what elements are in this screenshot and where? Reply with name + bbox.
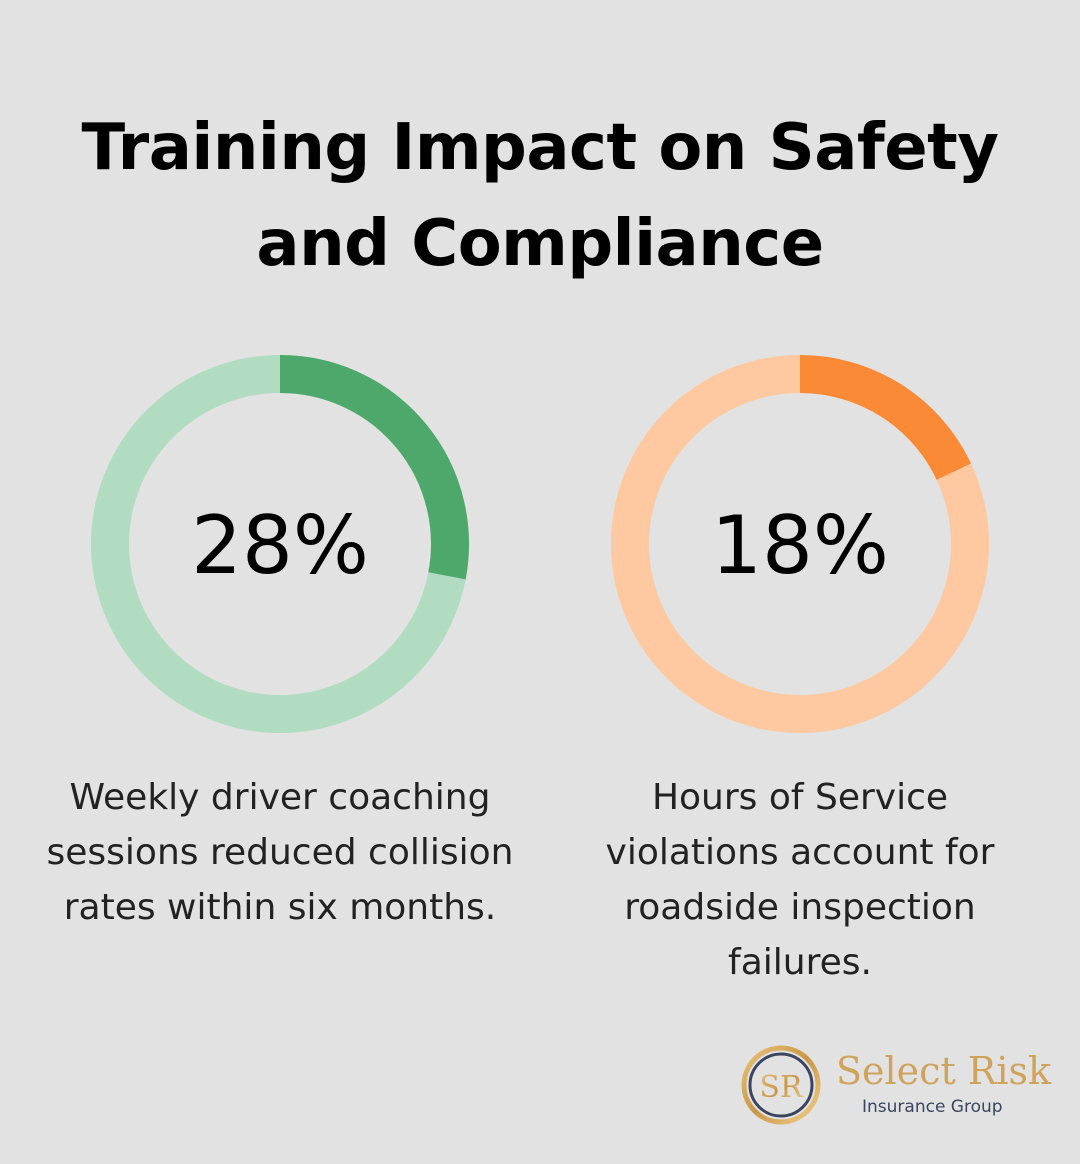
donut-segment-hos-violations <box>799 355 972 481</box>
donut-charts: 28% 18% <box>91 355 989 733</box>
sr-monogram-icon: SR <box>741 1045 821 1125</box>
donut-value-label-hos-violations: 18% <box>711 499 889 592</box>
donut-segment-collision-rates <box>279 355 469 580</box>
infographic-title: Training Impact on Safety and Compliance <box>81 111 999 281</box>
company-logo: SR Select Risk Insurance Group <box>740 1040 1052 1130</box>
donut-chart-collision-rates: 28% <box>91 355 469 733</box>
logo-company-name: Select Risk <box>836 1049 1052 1093</box>
donut-chart-hos-violations: 18% <box>611 355 989 733</box>
logo-monogram: SR <box>759 1070 804 1105</box>
caption-hos-violations: Hours of Service violations account for … <box>605 777 995 983</box>
logo-company-subtitle: Insurance Group <box>862 1097 1003 1117</box>
donut-value-label-collision-rates: 28% <box>191 499 369 592</box>
caption-collision-rates: Weekly driver coaching sessions reduced … <box>46 777 514 928</box>
